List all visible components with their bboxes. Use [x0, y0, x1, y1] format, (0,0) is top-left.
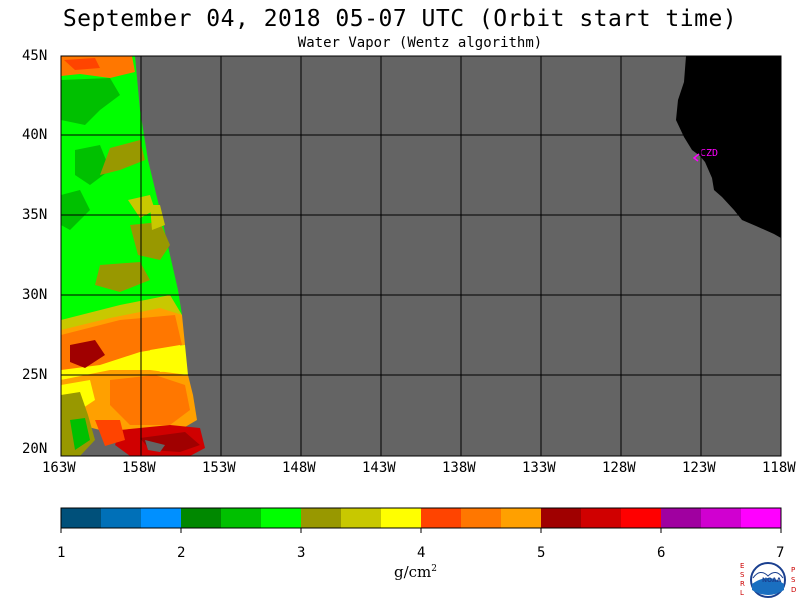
logo-center-text: NOAA — [762, 577, 782, 584]
colorbar-bin — [101, 508, 142, 528]
lon-label-118w: 118W — [762, 460, 796, 476]
lon-label-123w: 123W — [682, 460, 716, 476]
lon-label-138w: 138W — [442, 460, 476, 476]
colorbar-tick-6: 6 — [657, 545, 666, 561]
colorbar-bin — [541, 508, 582, 528]
svg-text:P: P — [791, 566, 795, 574]
colorbar-tick-1: 1 — [57, 545, 66, 561]
map-title: September 04, 2018 05-07 UTC (Orbit star… — [62, 6, 738, 32]
lat-label-40n: 40N — [22, 127, 48, 143]
svg-text:L: L — [740, 589, 744, 597]
colorbar-units: g/cm2 — [394, 563, 437, 581]
colorbar-bin — [421, 508, 462, 528]
colorbar-bin — [701, 508, 742, 528]
map-frame — [60, 55, 782, 457]
graticule — [61, 56, 781, 456]
lat-label-25n: 25N — [22, 367, 48, 383]
lon-label-143w: 143W — [362, 460, 396, 476]
lat-label-30n: 30N — [22, 287, 48, 303]
colorbar-tick-7: 7 — [776, 545, 785, 561]
svg-text:R: R — [740, 580, 745, 588]
data-swath — [61, 56, 205, 456]
colorbar-bin — [621, 508, 662, 528]
colorbar-bin — [461, 508, 502, 528]
units-text: g/cm — [394, 563, 432, 581]
colorbar-bin — [221, 508, 262, 528]
svg-text:S: S — [740, 571, 745, 579]
lat-label-35n: 35N — [22, 207, 48, 223]
lon-label-153w: 153W — [202, 460, 236, 476]
lat-label-45n: 45N — [22, 48, 48, 64]
colorbar-tick-3: 3 — [297, 545, 306, 561]
colorbar-bin — [341, 508, 382, 528]
lon-label-133w: 133W — [522, 460, 556, 476]
colorbar-bin — [741, 508, 782, 528]
lon-label-128w: 128W — [602, 460, 636, 476]
units-exponent: 2 — [431, 564, 438, 574]
svg-text:S: S — [791, 576, 796, 584]
lon-label-148w: 148W — [282, 460, 316, 476]
colorbar-tick-4: 4 — [417, 545, 426, 561]
colorbar-bin — [61, 508, 102, 528]
station-marker-icon — [692, 153, 700, 162]
colorbar-tick-5: 5 — [537, 545, 546, 561]
colorbar-tick-2: 2 — [177, 545, 186, 561]
lat-label-20n: 20N — [22, 441, 48, 457]
colorbar-bin — [301, 508, 342, 528]
colorbar-bin — [381, 508, 422, 528]
colorbar-bin — [581, 508, 622, 528]
colorbar-bin — [661, 508, 702, 528]
station-label: CZD — [700, 148, 718, 159]
map-subtitle: Water Vapor (Wentz algorithm) — [297, 35, 543, 51]
colorbar-bin — [261, 508, 302, 528]
colorbar-bin — [181, 508, 222, 528]
lon-label-158w: 158W — [122, 460, 156, 476]
svg-text:D: D — [791, 586, 796, 594]
colorbar-bin — [141, 508, 182, 528]
colorbar-tick-marks — [60, 528, 782, 533]
land-mass — [676, 56, 781, 238]
svg-text:E: E — [740, 562, 744, 570]
colorbar — [61, 508, 782, 528]
colorbar-bin — [501, 508, 542, 528]
lon-label-163w: 163W — [42, 460, 76, 476]
